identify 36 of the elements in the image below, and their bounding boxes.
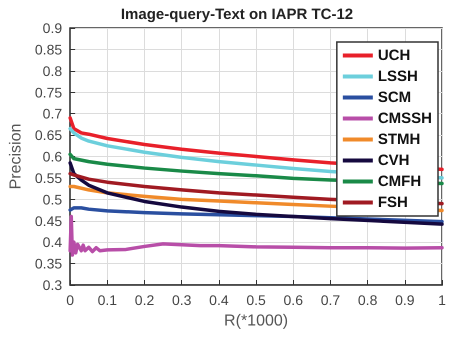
legend-label: STMH xyxy=(378,131,420,148)
y-tick-label: 0.45 xyxy=(34,212,62,229)
x-tick-label: 0.6 xyxy=(284,292,304,308)
y-tick-label: 0.7 xyxy=(42,106,62,122)
legend-label: UCH xyxy=(378,47,410,64)
y-tick-label: 0.75 xyxy=(34,84,62,100)
legend-label: SCM xyxy=(378,89,412,106)
y-tick-label: 0.35 xyxy=(34,256,62,272)
y-tick-label: 0.9 xyxy=(42,20,62,36)
x-tick-label: 1 xyxy=(438,292,446,308)
legend-label: CVH xyxy=(378,152,410,169)
x-tick-label: 0.7 xyxy=(320,292,340,308)
legend-label: CMSSH xyxy=(378,110,432,127)
x-axis-title: R(*1000) xyxy=(224,312,288,330)
line-series xyxy=(68,214,444,257)
x-tick-label: 0.9 xyxy=(395,292,415,308)
chart-title: Image-query-Text on IAPR TC-12 xyxy=(120,6,354,23)
y-tick-label: 0.4 xyxy=(42,234,62,250)
y-tick-label: 0.3 xyxy=(42,277,62,293)
x-tick-label: 0.5 xyxy=(246,292,266,308)
x-tick-label: 0 xyxy=(66,292,74,308)
x-tick-label: 0.1 xyxy=(98,292,118,308)
y-tick-label: 0.6 xyxy=(42,148,62,164)
legend-label: LSSH xyxy=(378,68,418,85)
x-tick-label: 0.8 xyxy=(358,292,378,308)
x-tick-label: 0.4 xyxy=(209,292,229,308)
legend-label: FSH xyxy=(378,194,408,211)
y-tick-label: 0.85 xyxy=(34,41,62,58)
y-tick-label: 0.5 xyxy=(42,191,62,208)
y-tick-label: 0.8 xyxy=(42,62,62,79)
x-tick-label: 0.2 xyxy=(134,292,154,308)
legend-label: CMFH xyxy=(378,173,422,190)
y-tick-label: 0.65 xyxy=(34,127,62,144)
y-tick-label: 0.55 xyxy=(34,170,62,186)
x-tick-label: 0.3 xyxy=(172,292,192,308)
y-axis-title: Precision xyxy=(8,124,24,190)
